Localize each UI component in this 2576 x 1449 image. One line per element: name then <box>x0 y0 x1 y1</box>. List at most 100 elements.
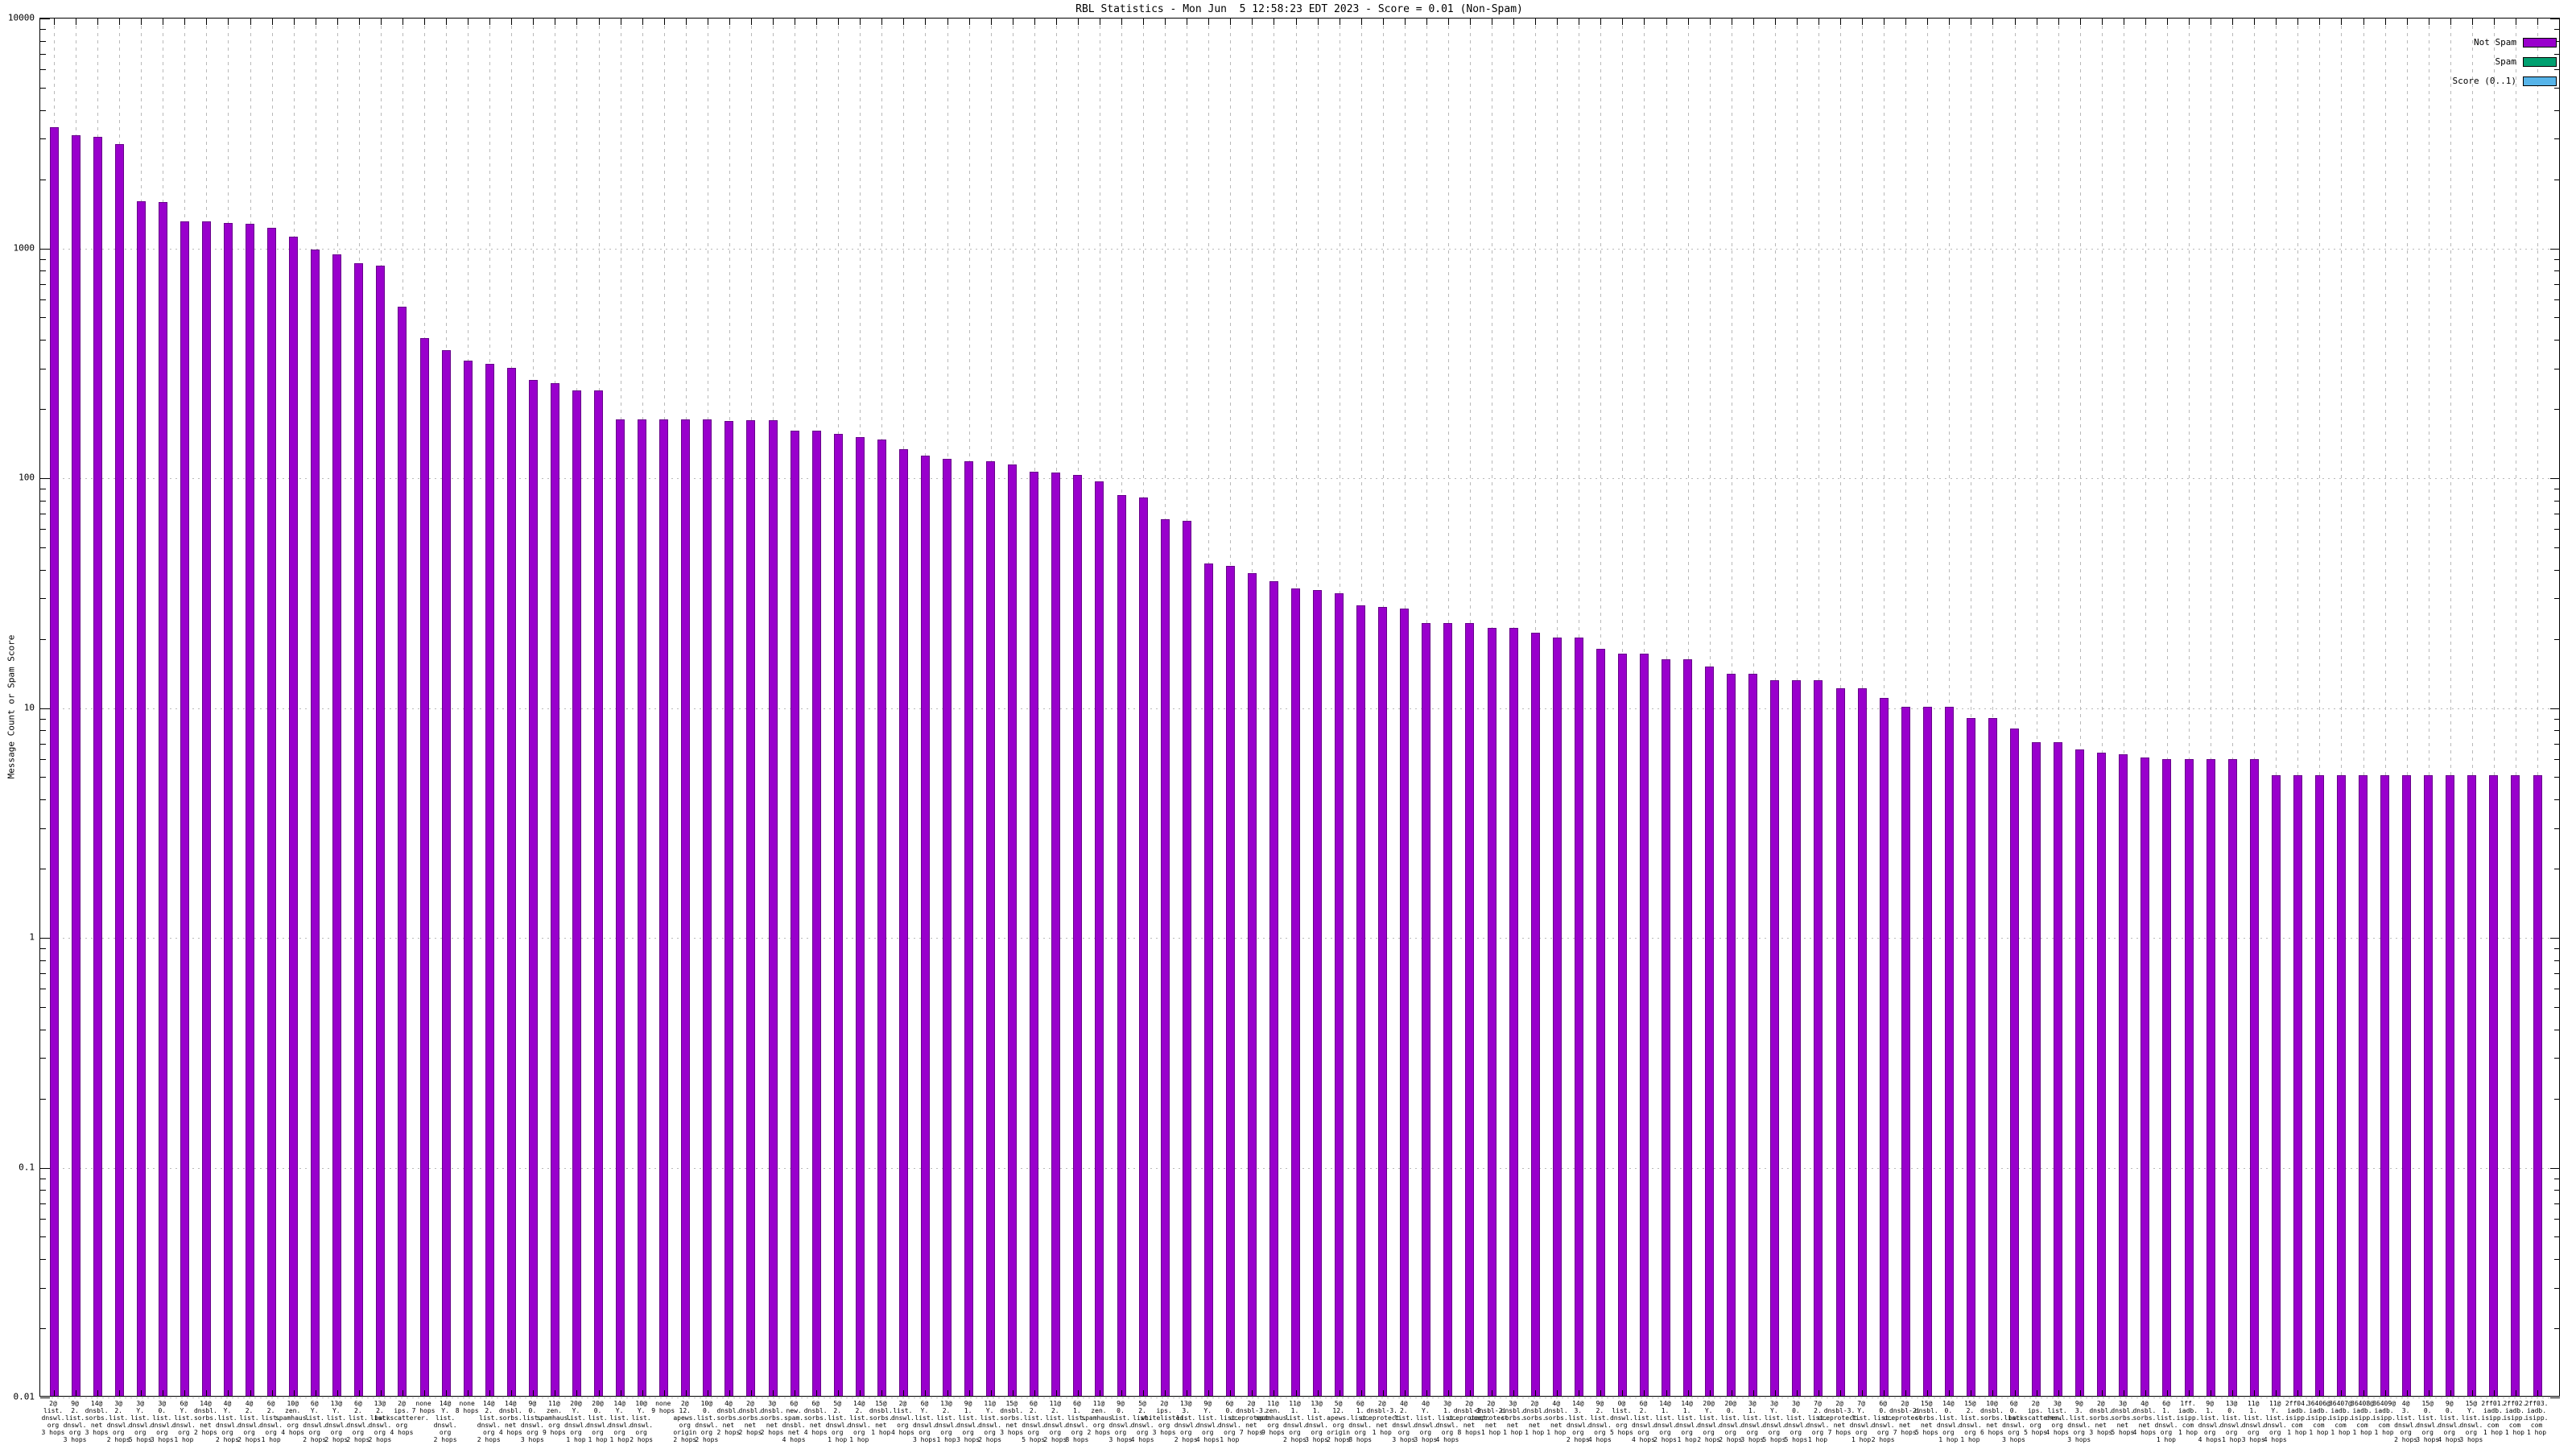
y-minor-tick <box>2554 40 2560 42</box>
y-minor-tick <box>40 973 46 975</box>
y-minor-tick <box>2554 1190 2560 1191</box>
y-tick-label: 0.1 <box>19 1162 35 1172</box>
x-tick-label: 3@ Y. list. dnswl. org 5 hops <box>128 1400 152 1443</box>
y-major-tick <box>40 478 50 479</box>
bar <box>2032 741 2041 1396</box>
x-tick-label: 9@ 2. list. dnswl. org 3 hops <box>63 1400 87 1443</box>
y-major-tick <box>2550 1167 2560 1169</box>
y-minor-tick <box>2554 138 2560 140</box>
y-minor-tick <box>2554 960 2560 961</box>
x-tick <box>1862 19 1864 25</box>
x-tick <box>990 19 992 25</box>
x-tick <box>1513 19 1515 25</box>
x-tick <box>402 19 403 25</box>
x-tick <box>2014 1390 2016 1397</box>
legend-label: Score (0..1) <box>2452 76 2516 86</box>
x-tick <box>1252 19 1253 25</box>
x-tick <box>1752 1390 1754 1397</box>
x-tick-label: 2@ dnsbl-3. uceprotect. net 7 hops <box>1818 1400 1861 1436</box>
x-tick <box>1077 1390 1079 1397</box>
x-tick <box>1752 19 1754 25</box>
y-minor-tick <box>2554 1218 2560 1220</box>
y-tick-label: 1000 <box>13 242 35 253</box>
x-tick <box>729 19 730 25</box>
x-tick-label: 4@ dnsbl. sorbs. net 1 hop <box>1544 1400 1568 1436</box>
x-tick-label: 6@ Y. list. dnswl. org 3 hops <box>913 1400 936 1443</box>
bar <box>1378 607 1388 1396</box>
x-tick-label: 14@ dnsbl. sorbs. net 4 hops <box>498 1400 522 1436</box>
x-tick-label: 1ff. iadb. isipp. com 1 hop <box>2176 1400 2200 1436</box>
bar <box>2054 741 2063 1396</box>
x-tick <box>533 19 535 25</box>
x-tick-label: 10@ zen. spamhaus. org 4 hops <box>275 1400 311 1436</box>
x-tick <box>1295 1390 1297 1397</box>
y-minor-tick <box>2554 1098 2560 1100</box>
y-minor-tick <box>40 1098 46 1100</box>
y-minor-tick <box>40 1190 46 1191</box>
x-tick <box>2254 19 2256 25</box>
x-tick <box>1077 19 1079 25</box>
x-gridline <box>2493 19 2495 1396</box>
x-tick <box>533 1390 535 1397</box>
y-minor-tick <box>40 547 46 548</box>
bar <box>1727 673 1736 1396</box>
x-tick-label: 2@ list. dnswl. org 3 hops <box>41 1400 65 1436</box>
x-tick <box>663 1390 665 1397</box>
x-tick-label: 13@ 1. list. dnswl. org 3 hops <box>1305 1400 1328 1443</box>
x-tick <box>271 19 273 25</box>
x-tick-label: 11@ zen. spamhaus. org 9 hops <box>1255 1400 1291 1436</box>
x-tick <box>1055 1390 1057 1397</box>
bar <box>1117 495 1126 1396</box>
bar <box>49 127 59 1396</box>
bar <box>1247 572 1257 1396</box>
x-tick <box>2014 19 2016 25</box>
y-minor-tick <box>2554 828 2560 829</box>
y-minor-tick <box>40 409 46 411</box>
x-tick <box>2363 19 2364 25</box>
bar <box>811 431 821 1396</box>
y-minor-tick <box>2554 529 2560 530</box>
x-tick-label: 2@ ips. whitelisted. org 3 hops <box>1141 1400 1188 1436</box>
y-minor-tick <box>40 1006 46 1008</box>
bar <box>1030 471 1039 1396</box>
bar <box>1008 464 1018 1396</box>
bar <box>1530 632 1540 1396</box>
x-tick <box>2254 1390 2256 1397</box>
x-tick <box>250 19 251 25</box>
x-tick <box>468 19 469 25</box>
y-minor-tick <box>40 1058 46 1059</box>
x-tick <box>2537 1390 2538 1397</box>
x-tick-label: 2@ dnsbl-2. uceprotect. net 7 hops <box>1883 1400 1926 1436</box>
bar <box>1814 679 1823 1396</box>
x-tick <box>1622 19 1624 25</box>
x-gridline <box>2276 19 2277 1396</box>
x-tick <box>424 19 426 25</box>
x-tick-label: 11@ Y. list. dnswl. org 2 hops <box>978 1400 1002 1443</box>
y-gridline <box>40 248 2559 250</box>
bar <box>93 137 102 1396</box>
bar <box>1705 667 1715 1396</box>
x-tick <box>2384 19 2386 25</box>
x-tick <box>1884 1390 1885 1397</box>
x-tick <box>2493 19 2495 25</box>
x-tick <box>2297 1390 2299 1397</box>
x-tick-label: 13@ 3. list. dnswl. org 2 hops <box>1174 1400 1198 1443</box>
y-minor-tick <box>40 138 46 140</box>
y-minor-tick <box>2554 29 2560 31</box>
bar <box>441 349 451 1396</box>
x-tick-label: 15@ 2. list. dnswl. org 1 hop <box>1958 1400 1982 1443</box>
bar <box>528 380 538 1396</box>
y-minor-tick <box>2554 973 2560 975</box>
x-tick-label: 36409@ iadb. isipp. com 1 hop <box>2372 1400 2396 1436</box>
bar <box>986 460 996 1396</box>
x-tick <box>446 19 448 25</box>
x-tick <box>1557 1390 1558 1397</box>
bar <box>790 431 799 1396</box>
x-tick <box>1317 19 1319 25</box>
bar <box>267 227 277 1396</box>
y-minor-tick <box>2554 87 2560 89</box>
x-tick <box>293 19 295 25</box>
x-tick-label: 9@ 0. list. dnswl. org 3 hops <box>520 1400 544 1443</box>
bar <box>1617 654 1627 1396</box>
y-major-tick <box>40 938 50 939</box>
